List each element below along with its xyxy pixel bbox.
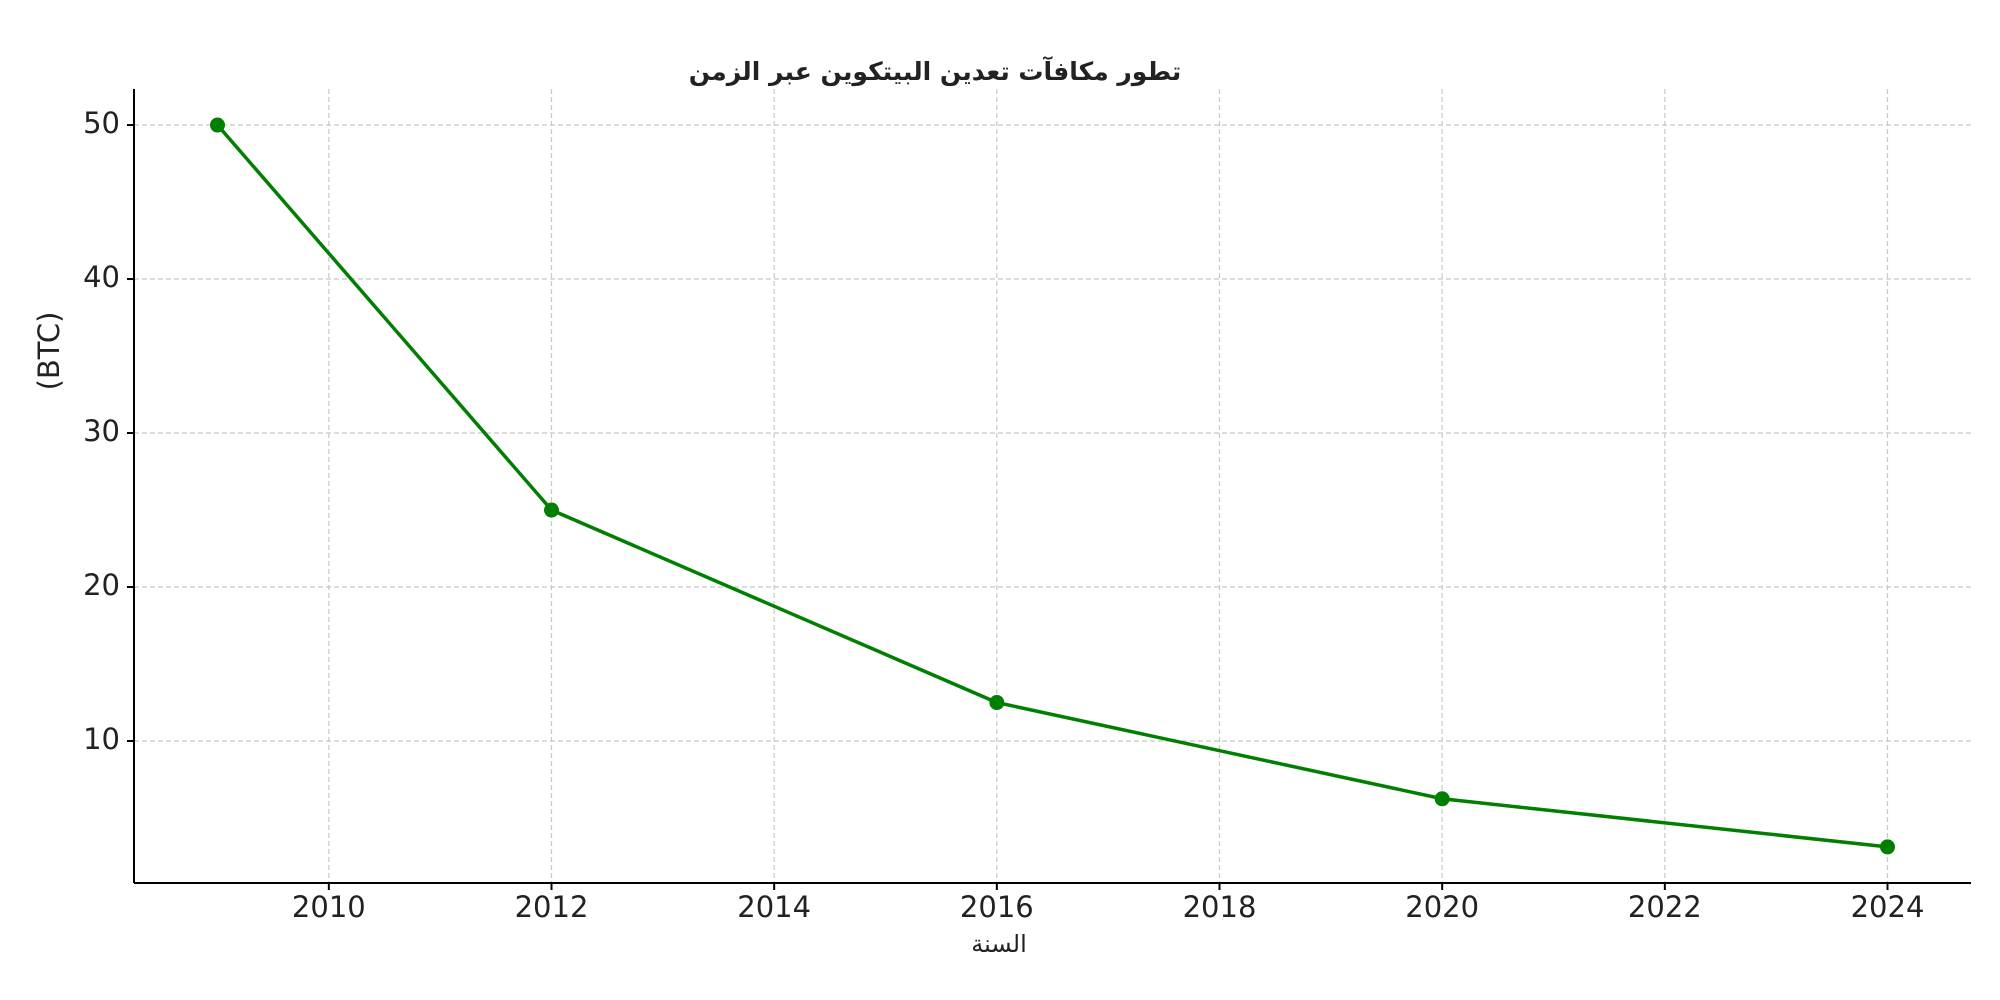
x-axis-label: السنة — [971, 930, 1027, 958]
x-tick-label: 2024 — [1851, 890, 1925, 924]
y-tick-label: 30 — [83, 414, 120, 448]
chart-title: تطور مكافآت تعدين البيتكوين عبر الزمن — [689, 56, 1181, 87]
data-point — [544, 502, 559, 518]
x-tick-label: 2010 — [292, 890, 366, 924]
data-point — [989, 695, 1005, 711]
y-tick-label: 50 — [83, 106, 120, 140]
data-point — [1880, 839, 1895, 855]
x-tick-label: 2022 — [1628, 890, 1702, 924]
x-tick-label: 2016 — [960, 890, 1034, 924]
y-tick-label: 20 — [83, 568, 120, 602]
x-tick-label: 2018 — [1183, 890, 1257, 924]
y-axis-label: (BTC) — [32, 312, 66, 391]
y-tick-label: 10 — [83, 722, 120, 756]
data-point — [210, 117, 225, 133]
data-point — [1434, 791, 1450, 807]
x-tick-label: 2012 — [515, 890, 589, 924]
y-tick-label: 40 — [83, 260, 120, 294]
x-tick-label: 2014 — [737, 890, 811, 924]
x-tick-label: 2020 — [1405, 890, 1479, 924]
